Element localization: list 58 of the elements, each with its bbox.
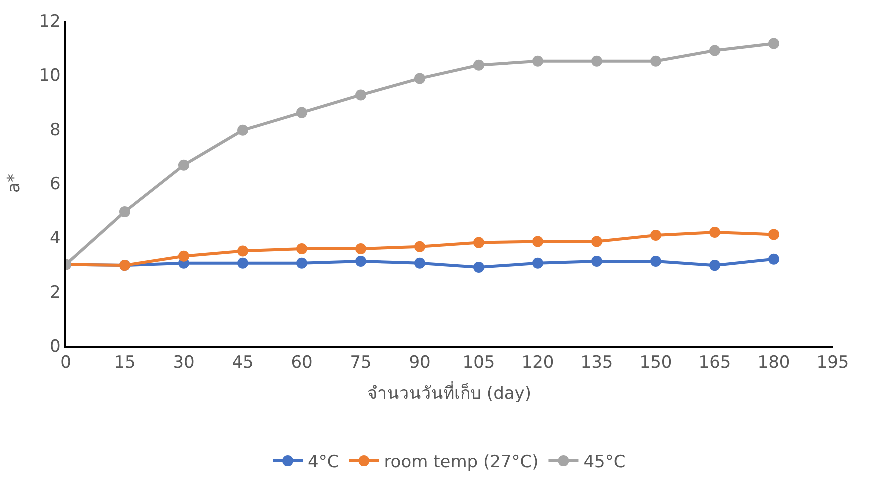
- point: [296, 258, 308, 269]
- x-tick-label: 60: [291, 353, 313, 374]
- x-tick-label: 15: [114, 353, 136, 374]
- legend-label: 4°C: [308, 452, 340, 473]
- legend-label: room temp (27°C): [384, 452, 539, 473]
- x-tick-label: 45: [232, 353, 254, 374]
- x-tick-label: 165: [698, 353, 732, 374]
- y-tick-label: 6: [50, 174, 61, 194]
- point: [592, 256, 602, 267]
- x-tick-label: 195: [816, 353, 850, 374]
- point: [414, 241, 426, 252]
- y-axis-title: a*: [4, 174, 24, 193]
- x-tick-label: 105: [462, 353, 496, 374]
- point: [238, 124, 248, 136]
- x-tick-label: 180: [758, 353, 790, 374]
- point: [768, 254, 780, 265]
- point: [710, 227, 720, 238]
- point: [296, 244, 308, 255]
- point: [474, 262, 484, 273]
- point: [178, 160, 190, 171]
- x-axis-title: จำนวนวันที่เก็บ (day): [368, 381, 532, 404]
- y-tick-label: 12: [39, 12, 61, 32]
- x-tick-label: 135: [580, 353, 614, 374]
- point: [768, 38, 780, 50]
- point: [532, 258, 544, 269]
- x-tick-label: 120: [522, 353, 554, 374]
- legend-label: 45°C: [584, 452, 626, 473]
- point: [120, 206, 130, 218]
- point: [710, 260, 720, 272]
- x-tick-label: 90: [409, 353, 431, 374]
- point: [768, 229, 780, 240]
- point: [238, 246, 248, 257]
- point: [592, 236, 602, 248]
- point: [532, 56, 544, 67]
- point: [710, 45, 720, 56]
- y-tick-label: 8: [50, 120, 61, 140]
- point: [414, 258, 426, 269]
- point: [238, 258, 248, 269]
- x-tick-label: 150: [640, 353, 672, 374]
- x-tick-label: 75: [350, 353, 372, 374]
- point: [592, 56, 602, 67]
- point: [178, 250, 190, 262]
- point: [650, 256, 662, 267]
- y-tick-label: 2: [50, 282, 61, 303]
- x-tick-label: 30: [173, 353, 195, 374]
- y-tick-label: 4: [50, 228, 61, 249]
- point: [296, 107, 308, 118]
- point: [474, 60, 484, 71]
- point: [356, 90, 366, 101]
- point: [532, 236, 544, 248]
- point: [650, 56, 662, 67]
- point: [414, 73, 426, 84]
- point: [650, 230, 662, 241]
- point: [356, 256, 366, 267]
- point: [474, 237, 484, 248]
- y-tick-label: 10: [39, 66, 61, 86]
- y-tick-label: 0: [50, 336, 61, 357]
- point: [356, 244, 366, 255]
